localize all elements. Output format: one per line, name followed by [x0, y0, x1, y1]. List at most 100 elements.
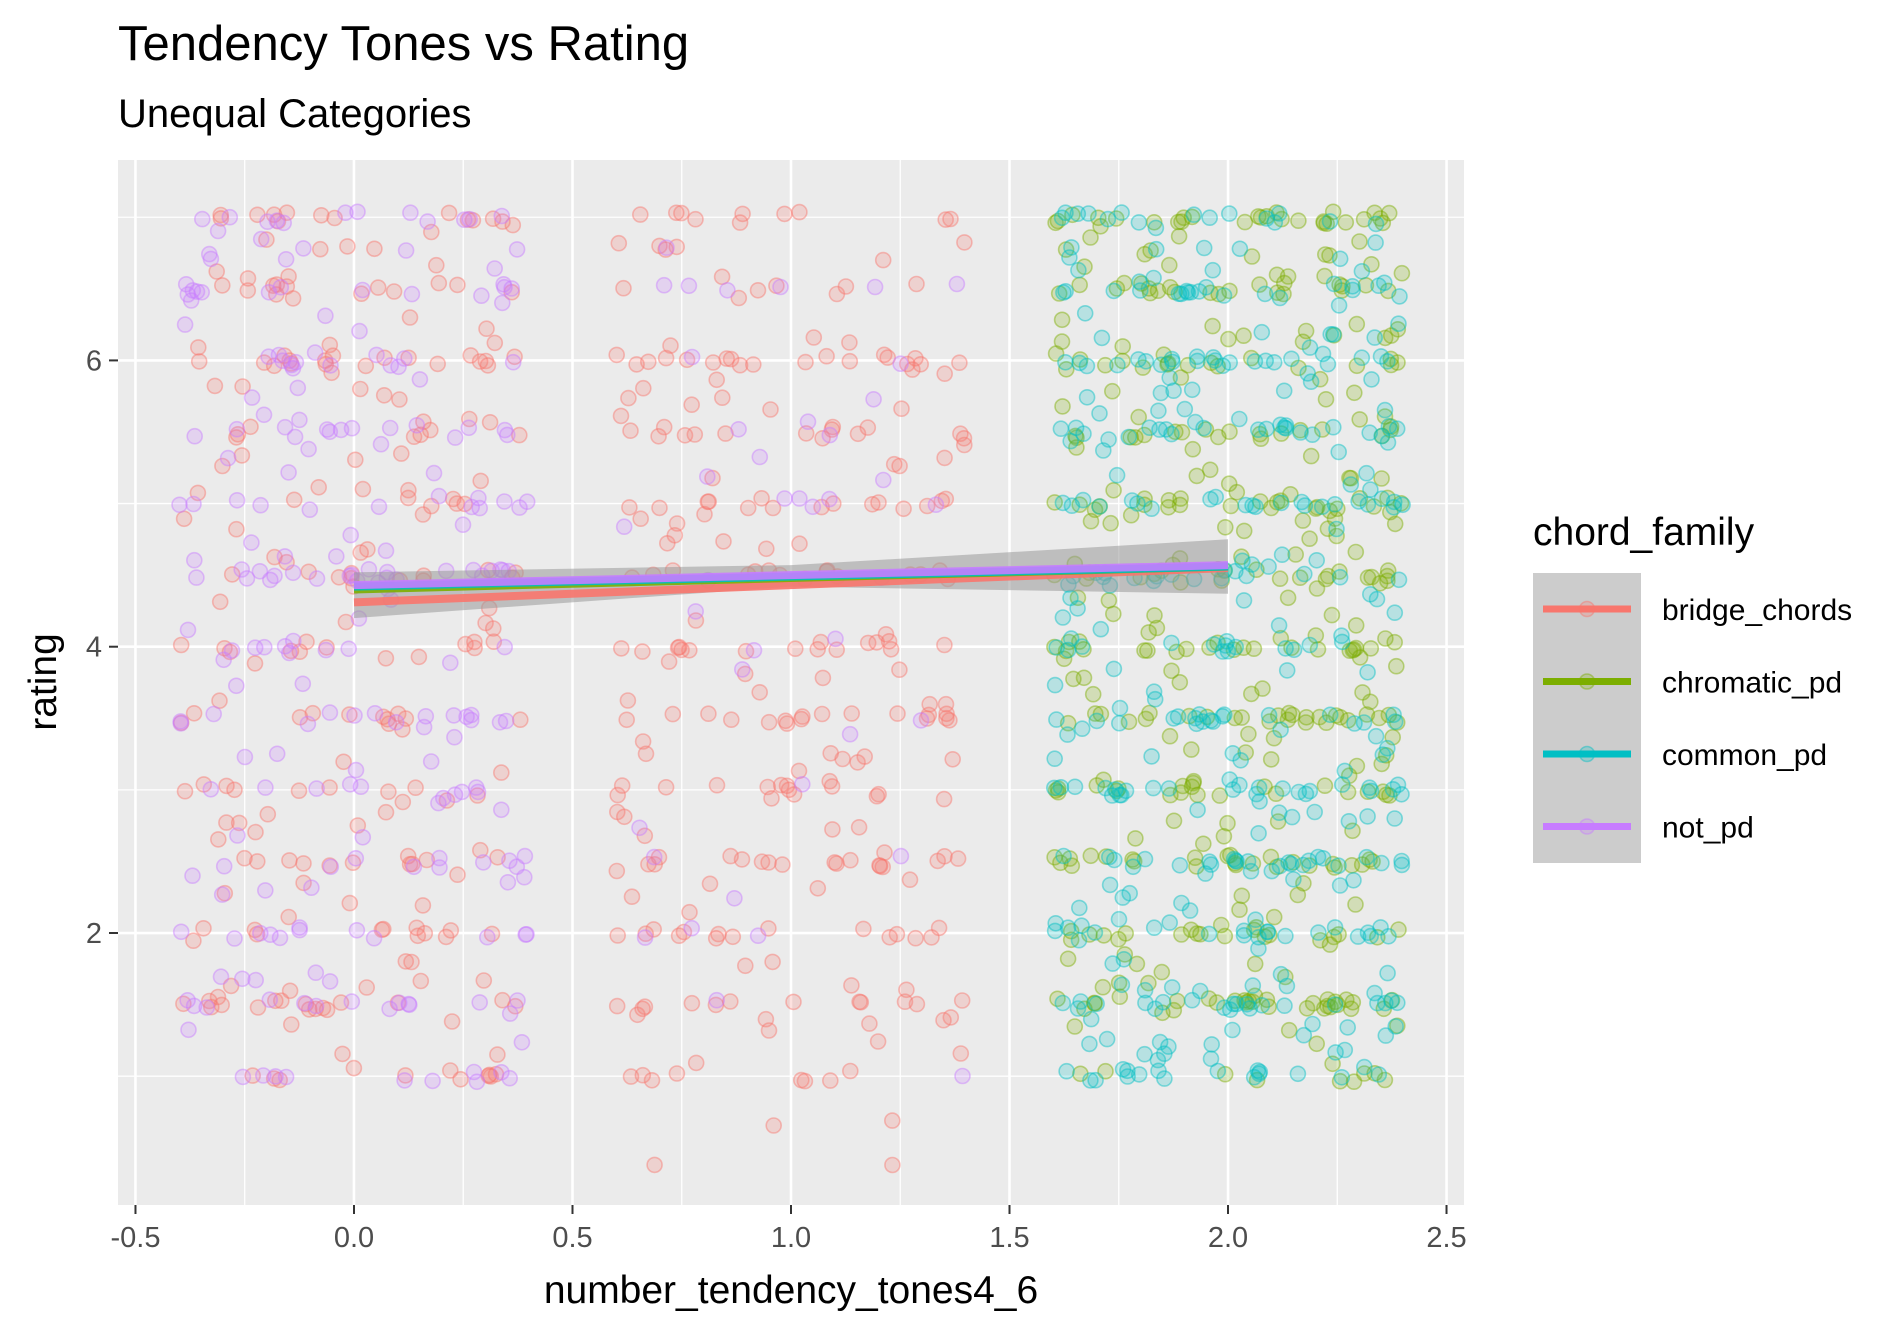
scatter-point	[347, 761, 365, 779]
scatter-point	[1256, 928, 1274, 946]
scatter-point	[1379, 964, 1396, 982]
scatter-point	[1111, 988, 1129, 1006]
scatter-point	[1373, 854, 1390, 872]
scatter-point	[812, 633, 830, 651]
scatter-point	[870, 494, 887, 511]
scatter-point	[441, 654, 459, 672]
scatter-point	[1353, 856, 1371, 873]
scatter-point	[726, 889, 743, 907]
scatter-point	[397, 953, 415, 970]
x-tick-label: 1.0	[771, 1222, 811, 1254]
scatter-point	[1294, 333, 1312, 351]
scatter-point	[1362, 927, 1379, 945]
scatter-point	[824, 495, 842, 512]
scatter-point	[1054, 494, 1072, 512]
scatter-point	[1238, 995, 1256, 1013]
scatter-point	[734, 205, 751, 223]
scatter-point	[1099, 210, 1117, 228]
scatter-point	[1058, 360, 1075, 378]
scatter-point	[403, 855, 421, 873]
scatter-point	[1049, 783, 1067, 801]
scatter-point	[1116, 946, 1134, 963]
scatter-point	[1383, 992, 1400, 1009]
scatter-point	[466, 633, 483, 651]
scatter-point	[1092, 620, 1110, 638]
scatter-point	[412, 426, 430, 444]
scatter-point	[349, 817, 367, 834]
scatter-point	[1166, 283, 1183, 301]
scatter-point	[891, 661, 908, 679]
scatter-point	[252, 496, 269, 514]
scatter-point	[1165, 1001, 1183, 1019]
scatter-point	[1159, 356, 1176, 373]
scatter-point	[650, 848, 668, 866]
scatter-point	[489, 848, 506, 866]
scatter-point	[1347, 543, 1365, 561]
scatter-point	[1294, 856, 1312, 874]
scatter-point	[1272, 721, 1289, 739]
scatter-point	[471, 994, 489, 1011]
scatter-point	[1346, 384, 1363, 402]
scatter-point	[1055, 650, 1073, 668]
scatter-point	[1376, 1071, 1394, 1089]
scatter-point	[276, 637, 294, 655]
scatter-point	[366, 704, 384, 722]
scatter-point	[1108, 280, 1126, 297]
scatter-point	[1202, 712, 1220, 729]
scatter-point	[172, 714, 190, 732]
scatter-point	[226, 781, 243, 799]
scatter-point	[1163, 634, 1180, 652]
scatter-point	[1147, 219, 1165, 237]
scatter-point	[722, 711, 740, 729]
scatter-point	[1141, 284, 1159, 302]
scatter-point	[1377, 994, 1394, 1012]
scatter-point	[666, 526, 684, 544]
scatter-point	[1355, 714, 1373, 731]
scatter-point	[892, 355, 909, 373]
scatter-point	[492, 764, 510, 781]
scatter-point	[1171, 673, 1189, 691]
scatter-point	[1233, 887, 1251, 905]
scatter-point	[266, 548, 283, 566]
scatter-point	[238, 570, 256, 587]
scatter-point	[228, 677, 245, 695]
scatter-point	[1345, 1073, 1363, 1090]
scatter-point	[1233, 709, 1250, 726]
scatter-point	[496, 493, 513, 510]
scatter-point	[1206, 352, 1224, 369]
scatter-point	[1202, 1050, 1220, 1067]
scatter-point	[1187, 413, 1204, 431]
scatter-point	[1047, 345, 1065, 362]
scatter-point	[265, 1070, 283, 1087]
scatter-point	[463, 498, 481, 516]
scatter-point	[249, 999, 267, 1016]
scatter-point	[1272, 629, 1290, 647]
scatter-point	[912, 355, 930, 373]
scatter-point	[669, 639, 687, 657]
scatter-point	[1153, 963, 1171, 981]
scatter-point	[1251, 1063, 1269, 1081]
scatter-point	[186, 551, 203, 569]
scatter-point	[707, 996, 725, 1014]
scatter-point	[233, 447, 251, 464]
scatter-point	[1388, 714, 1406, 731]
scatter-point	[212, 968, 230, 986]
scatter-point	[1373, 470, 1390, 487]
scatter-point	[1205, 636, 1223, 653]
scatter-point	[449, 276, 466, 294]
scatter-point	[467, 779, 485, 796]
scatter-point	[708, 776, 726, 794]
scatter-point	[1244, 993, 1261, 1011]
scatter-point	[266, 992, 284, 1010]
scatter-point	[343, 419, 361, 437]
scatter-point	[1048, 711, 1065, 728]
scatter-point	[1393, 856, 1411, 874]
scatter-point	[1097, 1062, 1114, 1080]
scatter-point	[1345, 641, 1363, 658]
scatter-point	[1384, 780, 1402, 798]
scatter-point	[1221, 282, 1238, 300]
scatter-point	[1127, 429, 1144, 446]
scatter-point	[1245, 921, 1263, 939]
scatter-point	[1117, 782, 1135, 800]
scatter-point	[1145, 214, 1163, 231]
